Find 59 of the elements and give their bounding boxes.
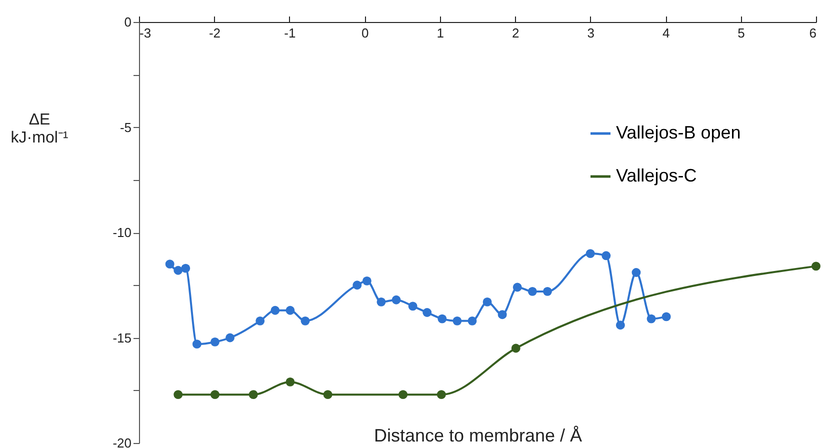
point (286, 306, 295, 315)
point (512, 282, 522, 292)
point (210, 390, 220, 400)
point (362, 276, 372, 286)
text: kJ·mol⁻¹ (10, 130, 68, 146)
y-tick-label: -5 (120, 120, 132, 135)
y-tick-label: -20 (112, 436, 132, 448)
x-tick-label: -3 (140, 26, 152, 40)
y-tick-label: -10 (112, 225, 132, 240)
y-tick-label: -15 (112, 330, 132, 346)
point (586, 249, 595, 258)
point (392, 295, 401, 304)
point (300, 316, 310, 326)
point (662, 312, 671, 322)
point (192, 340, 202, 349)
x-tick-label: 4 (662, 26, 670, 40)
x-tick-label: 0 (362, 26, 369, 40)
point (286, 377, 295, 386)
point (323, 390, 332, 400)
point (408, 302, 418, 311)
point (632, 268, 641, 277)
point (248, 390, 258, 400)
point (616, 320, 625, 330)
point (482, 298, 492, 306)
x-tick-label: 5 (738, 26, 745, 40)
point (226, 333, 234, 342)
point (422, 308, 432, 317)
legend-label: Vallejos-B open (616, 122, 741, 142)
point (165, 260, 174, 269)
point (468, 316, 477, 326)
point (436, 390, 446, 400)
point (256, 316, 265, 326)
point (210, 337, 220, 346)
x-tick-label: -2 (208, 26, 221, 40)
y-tick-label: 0 (124, 14, 132, 30)
point (542, 286, 552, 296)
point (270, 306, 280, 315)
text: ΔE (28, 112, 50, 128)
point (398, 390, 408, 400)
point (352, 280, 362, 290)
point (602, 251, 611, 260)
point (438, 314, 447, 324)
x-tick-label: 2 (512, 26, 520, 40)
x-tick-label: -1 (284, 26, 296, 40)
point (376, 298, 386, 306)
point (174, 266, 183, 275)
legend-label: Vallejos-C (616, 166, 697, 186)
x-tick-label: 3 (587, 26, 594, 40)
point (528, 286, 537, 296)
point (646, 314, 656, 324)
point (812, 262, 820, 271)
x-tick-label: 6 (809, 26, 816, 40)
point (181, 264, 190, 273)
x-tick-label: 1 (436, 26, 444, 40)
point (452, 316, 462, 326)
x-axis-title: Distance to membrane / Å (374, 426, 582, 446)
point (511, 344, 520, 353)
point (498, 310, 507, 320)
point (174, 390, 183, 400)
